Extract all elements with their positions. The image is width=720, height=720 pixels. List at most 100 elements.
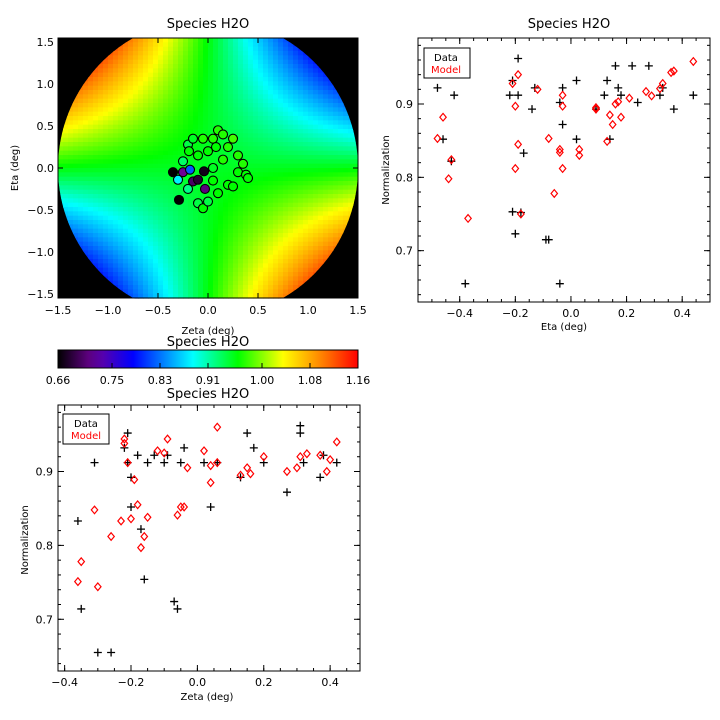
heatmap-cell xyxy=(58,150,64,156)
heatmap-cell xyxy=(73,172,79,178)
heatmap-cell xyxy=(163,142,169,147)
heatmap-cell xyxy=(113,55,119,61)
heatmap-cell xyxy=(148,168,154,173)
heatmap-cell xyxy=(248,246,254,251)
heatmap-cell xyxy=(98,176,104,182)
heatmap-cell xyxy=(183,120,189,126)
heatmap-cell xyxy=(73,146,79,152)
heatmap-cell xyxy=(148,120,154,126)
heatmap-cell xyxy=(178,68,184,74)
scatter-eta-model-point xyxy=(667,67,676,78)
heatmap-cell xyxy=(198,254,204,260)
heatmap-cell xyxy=(308,98,314,104)
heatmap-cell xyxy=(313,254,319,260)
heatmap-cell xyxy=(178,120,184,126)
heatmap-cell xyxy=(118,263,124,269)
heatmap-cell xyxy=(278,103,284,108)
heatmap-cell xyxy=(103,259,109,264)
heatmap-cell xyxy=(73,163,79,169)
heatmap-cell xyxy=(68,107,74,113)
heatmap-cell xyxy=(178,133,184,139)
heatmap-cell xyxy=(318,103,324,108)
scatter-eta-model-point xyxy=(464,213,473,224)
heatmap-cell xyxy=(168,64,174,69)
heatmap-cell xyxy=(253,77,259,82)
heatmap-cell xyxy=(278,289,284,295)
heatmap-cell xyxy=(318,189,324,195)
heatmap-cell xyxy=(133,185,139,191)
heatmap-cell xyxy=(233,90,239,95)
heatmap-cell xyxy=(313,103,319,108)
heatmap-cell xyxy=(78,220,84,225)
heatmap-cell xyxy=(173,46,179,52)
scatter-eta-model-point xyxy=(555,147,564,158)
heatmap-cell xyxy=(273,146,279,152)
heatmap-cell xyxy=(148,90,154,95)
heatmap-cell xyxy=(203,280,209,286)
heatmap-cell xyxy=(318,81,324,87)
heatmap-cell xyxy=(68,120,74,126)
heatmap-cell xyxy=(283,207,289,212)
heatmap-cell xyxy=(143,267,149,273)
heatmap-cell xyxy=(148,198,154,204)
heatmap-cell xyxy=(203,246,209,251)
heatmap-cell xyxy=(103,224,109,230)
heatmap-cell xyxy=(228,168,234,173)
heatmap-cell xyxy=(253,90,259,95)
heatmap-cell xyxy=(113,72,119,78)
heatmap-cell xyxy=(333,176,339,182)
heatmap-cell xyxy=(83,181,89,186)
heatmap-cell xyxy=(128,59,134,65)
heatmap-cell xyxy=(283,72,289,78)
heatmap-cell xyxy=(103,241,109,247)
heatmap-cell xyxy=(238,103,244,108)
heatmap-cell xyxy=(228,207,234,212)
heatmap-cell xyxy=(273,241,279,247)
heatmap-cell xyxy=(318,224,324,230)
heatmap-cell xyxy=(123,202,129,208)
heatmap-cell xyxy=(103,189,109,195)
heatmap-cell xyxy=(283,150,289,156)
heatmap-cell xyxy=(298,246,304,251)
heatmap-cell xyxy=(328,107,334,113)
heatmap-cell xyxy=(243,85,249,91)
heatmap-cell xyxy=(258,42,264,48)
heatmap-cell xyxy=(293,163,299,169)
heatmap-cell xyxy=(93,233,99,238)
heatmap-cell xyxy=(113,163,119,169)
heatmap-cell xyxy=(253,228,259,234)
heatmap-cell xyxy=(258,68,264,74)
heatmap-cell xyxy=(113,51,119,56)
heatmap-cell xyxy=(338,107,344,113)
heatmap-cell xyxy=(338,168,344,173)
heatmap-cell xyxy=(238,272,244,277)
heatmap-cell xyxy=(188,111,194,117)
heatmap-cell xyxy=(233,202,239,208)
heatmap-cell xyxy=(293,202,299,208)
heatmap-cell xyxy=(273,246,279,251)
heatmap-cell xyxy=(178,55,184,61)
scatter-eta-ytick-label: 0.9 xyxy=(396,98,414,111)
heatmap-cell xyxy=(168,215,174,221)
heatmap-cell xyxy=(168,280,174,286)
heatmap-cell xyxy=(223,224,229,230)
heatmap-cell xyxy=(198,64,204,69)
heatmap-cell xyxy=(158,250,164,256)
scatter-zeta-legend-model: Model xyxy=(71,431,101,442)
scatter-zeta-model-point xyxy=(77,556,86,567)
heatmap-cell xyxy=(318,72,324,78)
heatmap-cell xyxy=(288,46,294,52)
heatmap-cell xyxy=(73,233,79,238)
heatmap-ticks: −1.5 −1.0 −0.5 0.0 0.5 1.0 1.5−1.5−1.0−0.50.00… xyxy=(27,36,366,317)
heatmap-cell xyxy=(98,103,104,108)
scatter-eta-data-point xyxy=(555,279,564,288)
heatmap-cell xyxy=(223,202,229,208)
heatmap-cell xyxy=(238,111,244,117)
heatmap-cell xyxy=(103,233,109,238)
heatmap-cell xyxy=(138,259,144,264)
heatmap-cell xyxy=(143,241,149,247)
heatmap-cell xyxy=(143,46,149,52)
heatmap-cell xyxy=(123,254,129,260)
heatmap-cell xyxy=(293,276,299,282)
heatmap-cell xyxy=(153,272,159,277)
